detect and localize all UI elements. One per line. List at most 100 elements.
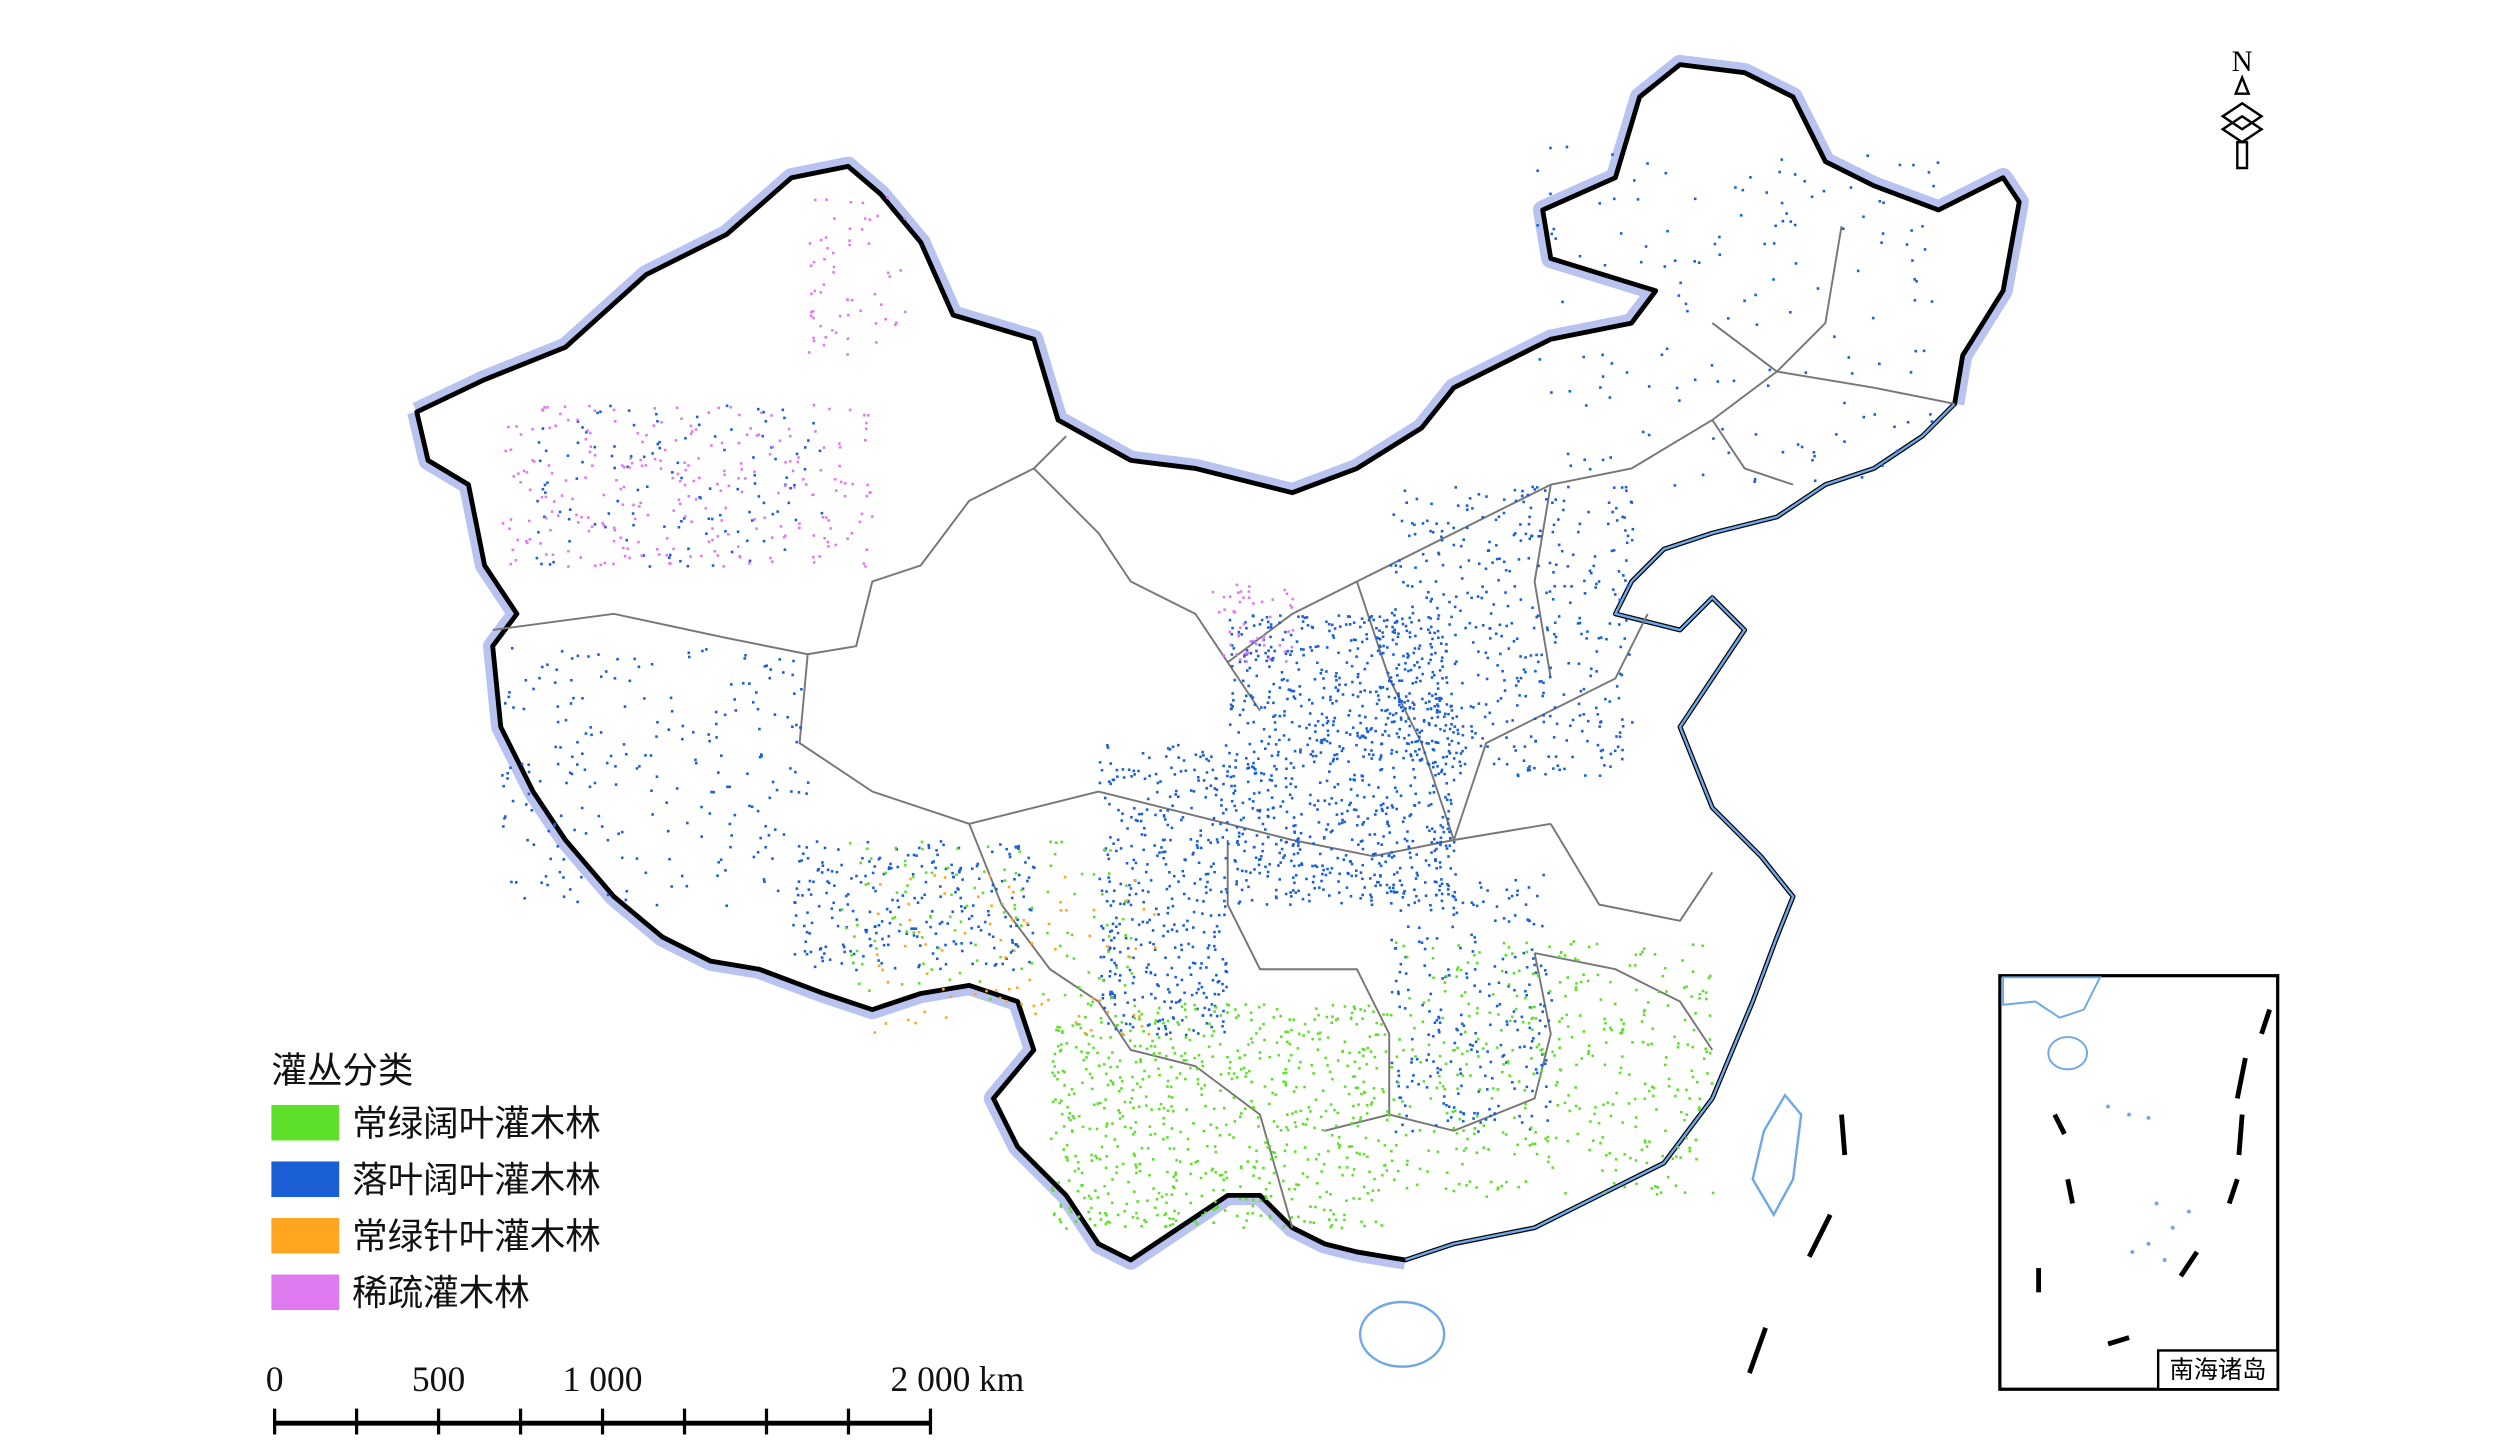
shrub-pixel bbox=[1405, 1163, 1409, 1166]
shrub-pixel bbox=[1793, 173, 1797, 176]
shrub-pixel bbox=[882, 943, 886, 947]
shrub-pixel bbox=[1585, 637, 1588, 640]
shrub-pixel bbox=[1893, 425, 1896, 429]
shrub-pixel bbox=[1241, 832, 1245, 836]
shrub-pixel bbox=[1369, 877, 1372, 880]
shrub-pixel bbox=[1610, 362, 1614, 365]
shrub-pixel bbox=[792, 923, 795, 927]
shrub-pixel bbox=[1134, 818, 1138, 822]
shrub-pixel bbox=[1206, 872, 1210, 876]
shrub-pixel bbox=[1031, 865, 1035, 869]
shrub-pixel bbox=[1404, 1133, 1408, 1137]
shrub-pixel bbox=[1353, 1075, 1357, 1078]
shrub-pixel bbox=[671, 476, 675, 480]
shrub-pixel bbox=[1320, 668, 1323, 672]
shrub-pixel bbox=[1406, 652, 1409, 656]
shrub-pixel bbox=[1333, 716, 1337, 720]
shrub-pixel bbox=[1554, 641, 1557, 644]
shrub-pixel bbox=[1239, 1068, 1243, 1071]
shrub-pixel bbox=[680, 417, 683, 420]
shrub-pixel bbox=[1325, 716, 1329, 719]
shrub-pixel bbox=[1249, 1011, 1253, 1014]
shrub-pixel bbox=[1325, 1015, 1329, 1019]
shrub-pixel bbox=[720, 441, 724, 445]
shrub-pixel bbox=[925, 920, 928, 924]
shrub-pixel bbox=[1297, 668, 1301, 671]
shrub-pixel bbox=[1317, 821, 1321, 824]
shrub-pixel bbox=[1403, 1007, 1407, 1010]
shrub-pixel bbox=[1539, 529, 1542, 533]
shrub-pixel bbox=[1126, 827, 1129, 830]
shrub-pixel bbox=[1130, 844, 1133, 848]
shrub-pixel bbox=[1597, 1121, 1601, 1125]
shrub-pixel bbox=[1413, 888, 1416, 892]
shrub-pixel bbox=[1535, 1152, 1539, 1156]
shrub-pixel bbox=[1415, 1183, 1419, 1187]
shrub-pixel bbox=[569, 702, 573, 705]
shrub-pixel bbox=[1115, 849, 1118, 853]
shrub-pixel bbox=[1461, 1074, 1465, 1077]
shrub-pixel bbox=[1126, 900, 1130, 904]
shrub-pixel bbox=[1246, 762, 1250, 766]
shrub-pixel bbox=[782, 671, 785, 674]
shrub-pixel bbox=[1580, 729, 1584, 733]
shrub-pixel bbox=[1131, 918, 1134, 921]
shrub-pixel bbox=[1222, 595, 1226, 599]
shrub-pixel bbox=[771, 780, 775, 784]
shrub-pixel bbox=[935, 957, 939, 961]
shrub-pixel bbox=[1452, 913, 1456, 916]
shrub-pixel bbox=[1187, 897, 1191, 900]
shrub-pixel bbox=[581, 697, 584, 700]
shrub-pixel bbox=[1047, 998, 1050, 1002]
shrub-pixel bbox=[1470, 729, 1474, 733]
shrub-pixel bbox=[983, 920, 987, 924]
shrub-pixel bbox=[1218, 1174, 1222, 1177]
shrub-pixel bbox=[1778, 170, 1781, 174]
shrub-pixel bbox=[1462, 1149, 1466, 1152]
shrub-pixel bbox=[1577, 702, 1581, 706]
shrub-pixel bbox=[1626, 534, 1630, 538]
shrub-pixel bbox=[681, 737, 684, 741]
shrub-pixel bbox=[1474, 732, 1477, 735]
shrub-pixel bbox=[1106, 923, 1109, 927]
shrub-pixel bbox=[1286, 1113, 1289, 1116]
shrub-pixel bbox=[1541, 1048, 1544, 1051]
shrub-pixel bbox=[1314, 1157, 1318, 1161]
shrub-pixel bbox=[1465, 526, 1469, 530]
shrub-pixel bbox=[1676, 1045, 1680, 1049]
shrub-pixel bbox=[1410, 1057, 1414, 1061]
shrub-pixel bbox=[1395, 841, 1399, 845]
shrub-pixel bbox=[951, 871, 954, 875]
shrub-pixel bbox=[1912, 163, 1915, 167]
shrub-pixel bbox=[778, 439, 782, 443]
shrub-pixel bbox=[1375, 626, 1378, 630]
shrub-pixel bbox=[1430, 827, 1434, 830]
shrub-pixel bbox=[783, 548, 787, 552]
shrub-pixel bbox=[1325, 721, 1329, 725]
shrub-pixel bbox=[659, 459, 662, 462]
shrub-pixel bbox=[795, 887, 799, 890]
shrub-pixel bbox=[1693, 378, 1697, 382]
shrub-pixel bbox=[1625, 559, 1628, 562]
shrub-pixel bbox=[1365, 1103, 1369, 1107]
shrub-pixel bbox=[1335, 699, 1338, 703]
shrub-pixel bbox=[1369, 1050, 1373, 1053]
shrub-pixel bbox=[1548, 714, 1552, 718]
shrub-pixel bbox=[1803, 179, 1806, 183]
shrub-pixel bbox=[1108, 880, 1111, 883]
shrub-pixel bbox=[1681, 959, 1684, 962]
shrub-pixel bbox=[711, 527, 714, 530]
shrub-pixel bbox=[712, 790, 715, 794]
shrub-pixel bbox=[826, 246, 829, 250]
shrub-pixel bbox=[1105, 1213, 1108, 1217]
shrub-pixel bbox=[894, 846, 898, 850]
shrub-pixel bbox=[1353, 1007, 1356, 1011]
shrub-pixel bbox=[1543, 489, 1547, 492]
shrub-pixel bbox=[1415, 676, 1419, 680]
shrub-pixel bbox=[1077, 1114, 1081, 1118]
shrub-pixel bbox=[1535, 615, 1539, 619]
shrub-pixel bbox=[1260, 740, 1264, 743]
shrub-pixel bbox=[887, 271, 890, 275]
shrub-pixel bbox=[864, 874, 867, 878]
shrub-pixel bbox=[1212, 1029, 1216, 1033]
